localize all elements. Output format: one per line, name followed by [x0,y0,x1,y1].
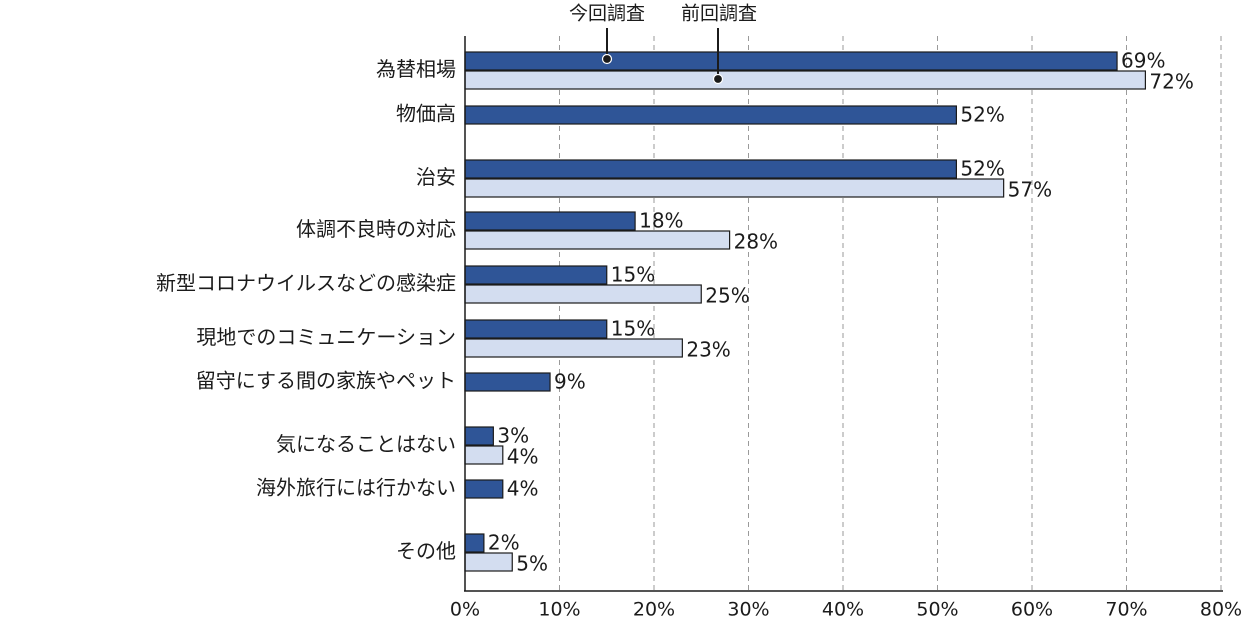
category-label: 新型コロナウイルスなどの感染症 [156,271,456,295]
x-tick-label: 80% [1200,599,1242,621]
category-label: 気になることはない [276,432,456,456]
legend-label-current: 今回調査 [569,3,645,25]
x-tick-label: 0% [450,599,480,621]
data-label-previous: 28% [734,230,778,254]
data-label-previous: 23% [686,338,730,362]
bar-previous [464,552,513,572]
legend-label-previous: 前回調査 [681,3,757,25]
bar-current [464,372,551,392]
data-label-previous: 4% [507,445,539,469]
data-label-current: 15% [611,317,655,341]
bar-current [464,105,957,125]
data-label-current: 52% [960,157,1004,181]
data-label-current: 69% [1121,49,1165,73]
bar-previous [464,178,1005,198]
bar-previous [464,338,683,358]
bar-previous [464,70,1147,90]
x-tick-label: 40% [822,599,864,621]
data-label-previous: 25% [705,284,749,308]
bar-previous [464,445,504,465]
bar-current [464,51,1118,71]
category-label: 現地でのコミュニケーション [196,325,456,349]
x-tick-label: 20% [633,599,675,621]
bar-previous [464,284,702,304]
data-label-previous: 72% [1149,70,1193,94]
bar-previous [464,230,731,250]
x-tick-label: 30% [727,599,769,621]
data-label-previous: 57% [1008,178,1052,202]
category-label: 体調不良時の対応 [296,217,456,241]
data-label-current: 2% [488,531,520,555]
bar-current [464,265,608,285]
data-label-current: 15% [611,263,655,287]
category-label: 物価高 [396,102,456,126]
x-tick-label: 50% [916,599,958,621]
bar-current [464,426,494,446]
category-label: 治安 [416,165,456,189]
category-label: その他 [396,539,456,563]
data-label-previous: 5% [516,552,548,576]
bar-current [464,319,608,339]
category-label: 為替相場 [376,57,456,81]
category-label: 海外旅行には行かない [256,476,456,500]
data-label-current: 9% [554,370,586,394]
x-tick-label: 70% [1105,599,1147,621]
data-label-current: 18% [639,209,683,233]
x-tick-label: 60% [1011,599,1053,621]
bar-current [464,479,504,499]
data-label-current: 3% [497,424,529,448]
data-label-current: 52% [960,103,1004,127]
data-label-current: 4% [507,477,539,501]
bar-current [464,159,957,179]
bar-current [464,211,636,231]
x-tick-label: 10% [538,599,580,621]
category-label: 留守にする間の家族やペット [196,369,456,393]
legend-dot-previous [712,73,724,85]
legend-dot-current [601,53,613,65]
bar-current [464,533,485,553]
